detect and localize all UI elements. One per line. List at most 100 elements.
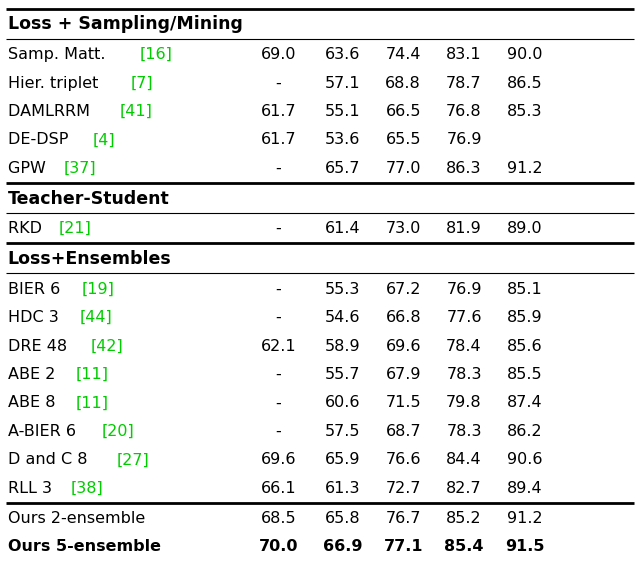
Text: [19]: [19]: [82, 282, 115, 296]
Text: 89.0: 89.0: [507, 222, 543, 236]
Text: 76.9: 76.9: [446, 282, 482, 296]
Text: 90.6: 90.6: [507, 452, 543, 467]
Text: [38]: [38]: [71, 481, 104, 496]
Text: 76.7: 76.7: [385, 511, 421, 526]
Text: 73.0: 73.0: [385, 222, 421, 236]
Text: 91.5: 91.5: [505, 540, 545, 554]
Text: 85.4: 85.4: [444, 540, 484, 554]
Text: 69.0: 69.0: [260, 47, 296, 62]
Text: RLL 3: RLL 3: [8, 481, 57, 496]
Text: 76.9: 76.9: [446, 132, 482, 148]
Text: 68.5: 68.5: [260, 511, 296, 526]
Text: 57.1: 57.1: [324, 76, 360, 90]
Text: -: -: [276, 76, 281, 90]
Text: 61.7: 61.7: [260, 104, 296, 119]
Text: 55.1: 55.1: [324, 104, 360, 119]
Text: 78.3: 78.3: [446, 367, 482, 382]
Text: 67.2: 67.2: [385, 282, 421, 296]
Text: 76.6: 76.6: [385, 452, 421, 467]
Text: 69.6: 69.6: [385, 339, 421, 353]
Text: 67.9: 67.9: [385, 367, 421, 382]
Text: 60.6: 60.6: [324, 395, 360, 411]
Text: 65.9: 65.9: [324, 452, 360, 467]
Text: 71.5: 71.5: [385, 395, 421, 411]
Text: -: -: [276, 161, 281, 176]
Text: [41]: [41]: [120, 104, 153, 119]
Text: 77.1: 77.1: [383, 540, 423, 554]
Text: [16]: [16]: [140, 47, 173, 62]
Text: 78.7: 78.7: [446, 76, 482, 90]
Text: D and C 8: D and C 8: [8, 452, 92, 467]
Text: 79.8: 79.8: [446, 395, 482, 411]
Text: 83.1: 83.1: [446, 47, 482, 62]
Text: 66.1: 66.1: [260, 481, 296, 496]
Text: [7]: [7]: [131, 76, 154, 90]
Text: A-BIER 6: A-BIER 6: [8, 424, 81, 439]
Text: 86.3: 86.3: [446, 161, 482, 176]
Text: 86.5: 86.5: [507, 76, 543, 90]
Text: 85.1: 85.1: [507, 282, 543, 296]
Text: -: -: [276, 367, 281, 382]
Text: 66.9: 66.9: [323, 540, 362, 554]
Text: 89.4: 89.4: [507, 481, 543, 496]
Text: Ours 5-ensemble: Ours 5-ensemble: [8, 540, 161, 554]
Text: 66.8: 66.8: [385, 310, 421, 325]
Text: HDC 3: HDC 3: [8, 310, 63, 325]
Text: [27]: [27]: [117, 452, 150, 467]
Text: ABE 8: ABE 8: [8, 395, 60, 411]
Text: Ours 2-ensemble: Ours 2-ensemble: [8, 511, 145, 526]
Text: 54.6: 54.6: [324, 310, 360, 325]
Text: [21]: [21]: [58, 222, 91, 236]
Text: 74.4: 74.4: [385, 47, 421, 62]
Text: 72.7: 72.7: [385, 481, 421, 496]
Text: Teacher-Student: Teacher-Student: [8, 190, 170, 208]
Text: 85.9: 85.9: [507, 310, 543, 325]
Text: 70.0: 70.0: [259, 540, 298, 554]
Text: Loss + Sampling/Mining: Loss + Sampling/Mining: [8, 15, 243, 34]
Text: [37]: [37]: [63, 161, 96, 176]
Text: 68.8: 68.8: [385, 76, 421, 90]
Text: 63.6: 63.6: [324, 47, 360, 62]
Text: 66.5: 66.5: [385, 104, 421, 119]
Text: 81.9: 81.9: [446, 222, 482, 236]
Text: [44]: [44]: [80, 310, 113, 325]
Text: -: -: [276, 310, 281, 325]
Text: 85.5: 85.5: [507, 367, 543, 382]
Text: [42]: [42]: [91, 339, 124, 353]
Text: 82.7: 82.7: [446, 481, 482, 496]
Text: -: -: [276, 282, 281, 296]
Text: 86.2: 86.2: [507, 424, 543, 439]
Text: DRE 48: DRE 48: [8, 339, 72, 353]
Text: Hier. triplet: Hier. triplet: [8, 76, 103, 90]
Text: 68.7: 68.7: [385, 424, 421, 439]
Text: DE-DSP: DE-DSP: [8, 132, 73, 148]
Text: 77.6: 77.6: [446, 310, 482, 325]
Text: 57.5: 57.5: [324, 424, 360, 439]
Text: 58.9: 58.9: [324, 339, 360, 353]
Text: [11]: [11]: [76, 395, 109, 411]
Text: 84.4: 84.4: [446, 452, 482, 467]
Text: 61.4: 61.4: [324, 222, 360, 236]
Text: 55.7: 55.7: [324, 367, 360, 382]
Text: 62.1: 62.1: [260, 339, 296, 353]
Text: 78.3: 78.3: [446, 424, 482, 439]
Text: 85.6: 85.6: [507, 339, 543, 353]
Text: -: -: [276, 222, 281, 236]
Text: ABE 2: ABE 2: [8, 367, 60, 382]
Text: 61.7: 61.7: [260, 132, 296, 148]
Text: 76.8: 76.8: [446, 104, 482, 119]
Text: DAMLRRM: DAMLRRM: [8, 104, 95, 119]
Text: 65.8: 65.8: [324, 511, 360, 526]
Text: GPW: GPW: [8, 161, 51, 176]
Text: 55.3: 55.3: [324, 282, 360, 296]
Text: -: -: [276, 395, 281, 411]
Text: 65.7: 65.7: [324, 161, 360, 176]
Text: RKD: RKD: [8, 222, 47, 236]
Text: 85.2: 85.2: [446, 511, 482, 526]
Text: Loss+Ensembles: Loss+Ensembles: [8, 250, 172, 268]
Text: 61.3: 61.3: [324, 481, 360, 496]
Text: [11]: [11]: [76, 367, 108, 382]
Text: -: -: [276, 424, 281, 439]
Text: 78.4: 78.4: [446, 339, 482, 353]
Text: 53.6: 53.6: [324, 132, 360, 148]
